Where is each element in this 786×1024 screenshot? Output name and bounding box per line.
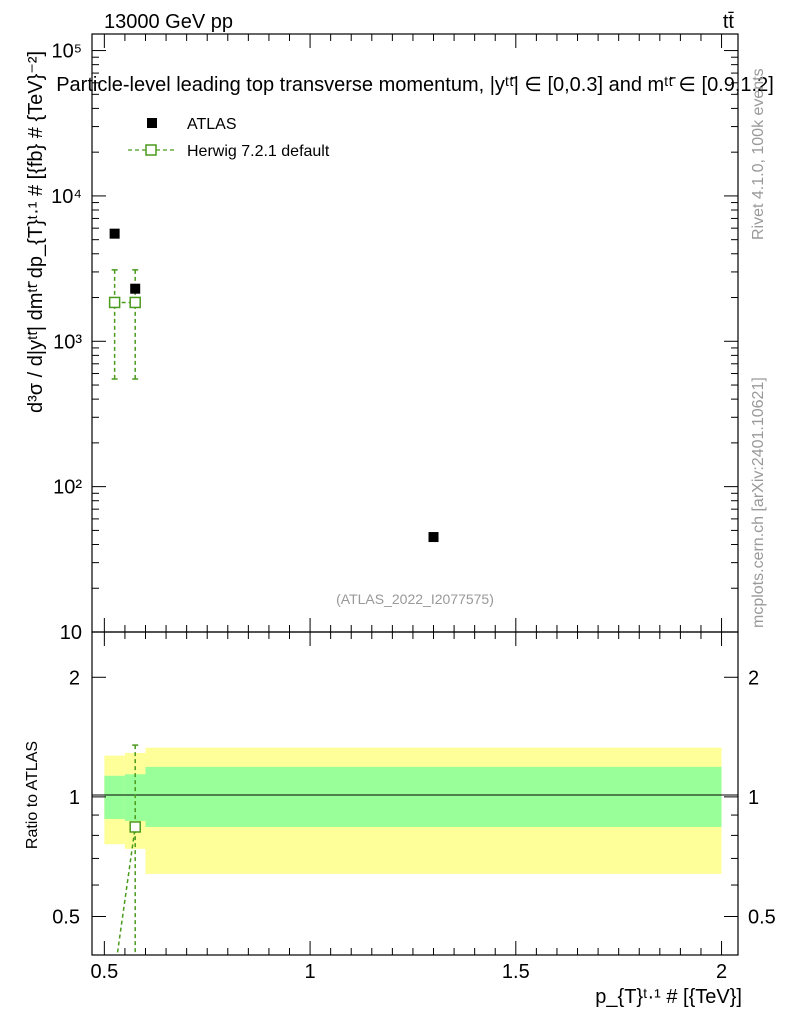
ratio-panel-frame — [91, 631, 739, 956]
axis-ticks: 0.5 1 1.5 2 10 10² 10³ 10⁴ 10⁵ 0.5 0.5 1 1 2 2 — [51, 34, 776, 983]
main-y-tick-label: 10⁴ — [51, 186, 82, 208]
x-tick-label: 2 — [716, 961, 727, 983]
ratio-y-tick-label: 1 — [69, 787, 80, 809]
ratio-y-tick-label: 0.5 — [52, 906, 80, 928]
main-y-tick-label: 10⁵ — [51, 41, 82, 63]
ratio-y-tick-label-right: 1 — [748, 787, 759, 809]
ratio-y-tick-label: 2 — [69, 667, 80, 689]
main-y-tick-label: 10 — [60, 622, 82, 644]
rivet-label: Rivet 4.1.0, 100k events — [750, 68, 767, 240]
legend: ATLAS Herwig 7.2.1 default — [128, 116, 330, 160]
ratio-herwig-line — [116, 826, 136, 955]
x-tick-label: 1.5 — [502, 961, 530, 983]
atlas-point — [109, 228, 120, 239]
legend-atlas-label: ATLAS — [187, 116, 237, 133]
energy-label: 13000 GeV pp — [104, 11, 233, 33]
atlas-point — [428, 532, 439, 543]
x-tick-label: 1 — [305, 961, 316, 983]
y-axis-label-main: d³σ / d|yᵗᵗ̄| dmᵗᵗ̄ dp_{T}ᵗ·¹ # [{fb} # … — [25, 51, 47, 413]
herwig-point — [129, 296, 141, 309]
legend-herwig-marker — [145, 144, 157, 156]
ratio-inner-band-0 — [104, 775, 125, 819]
ratio-inner-band-2 — [145, 766, 722, 827]
mcplots-label: mcplots.cern.ch [arXiv:2401.10621] — [750, 377, 767, 628]
ratio-panel-marks — [116, 744, 141, 955]
ratio-uncertainty-bands — [104, 747, 722, 874]
process-label: tt̄ — [723, 11, 735, 33]
main-y-tick-label: 10³ — [53, 331, 82, 353]
main-panel-marks — [108, 228, 439, 543]
atlas-point — [130, 283, 141, 294]
x-axis-label: p_{T}ᵗ·¹ # [{TeV}] — [595, 986, 742, 1008]
legend-herwig-label: Herwig 7.2.1 default — [187, 143, 330, 160]
analysis-watermark: (ATLAS_2022_I2077575) — [336, 591, 494, 607]
ratio-y-tick-label-right: 0.5 — [748, 906, 776, 928]
y-axis-label-ratio: Ratio to ATLAS — [24, 741, 41, 849]
legend-atlas-marker — [147, 118, 157, 128]
main-y-tick-label: 10² — [53, 477, 82, 499]
ratio-y-tick-label-right: 2 — [748, 667, 759, 689]
x-tick-label: 0.5 — [90, 961, 118, 983]
herwig-point — [108, 296, 121, 309]
plot-title: Particle-level leading top transverse mo… — [56, 74, 774, 96]
ratio-herwig-point — [129, 821, 141, 833]
